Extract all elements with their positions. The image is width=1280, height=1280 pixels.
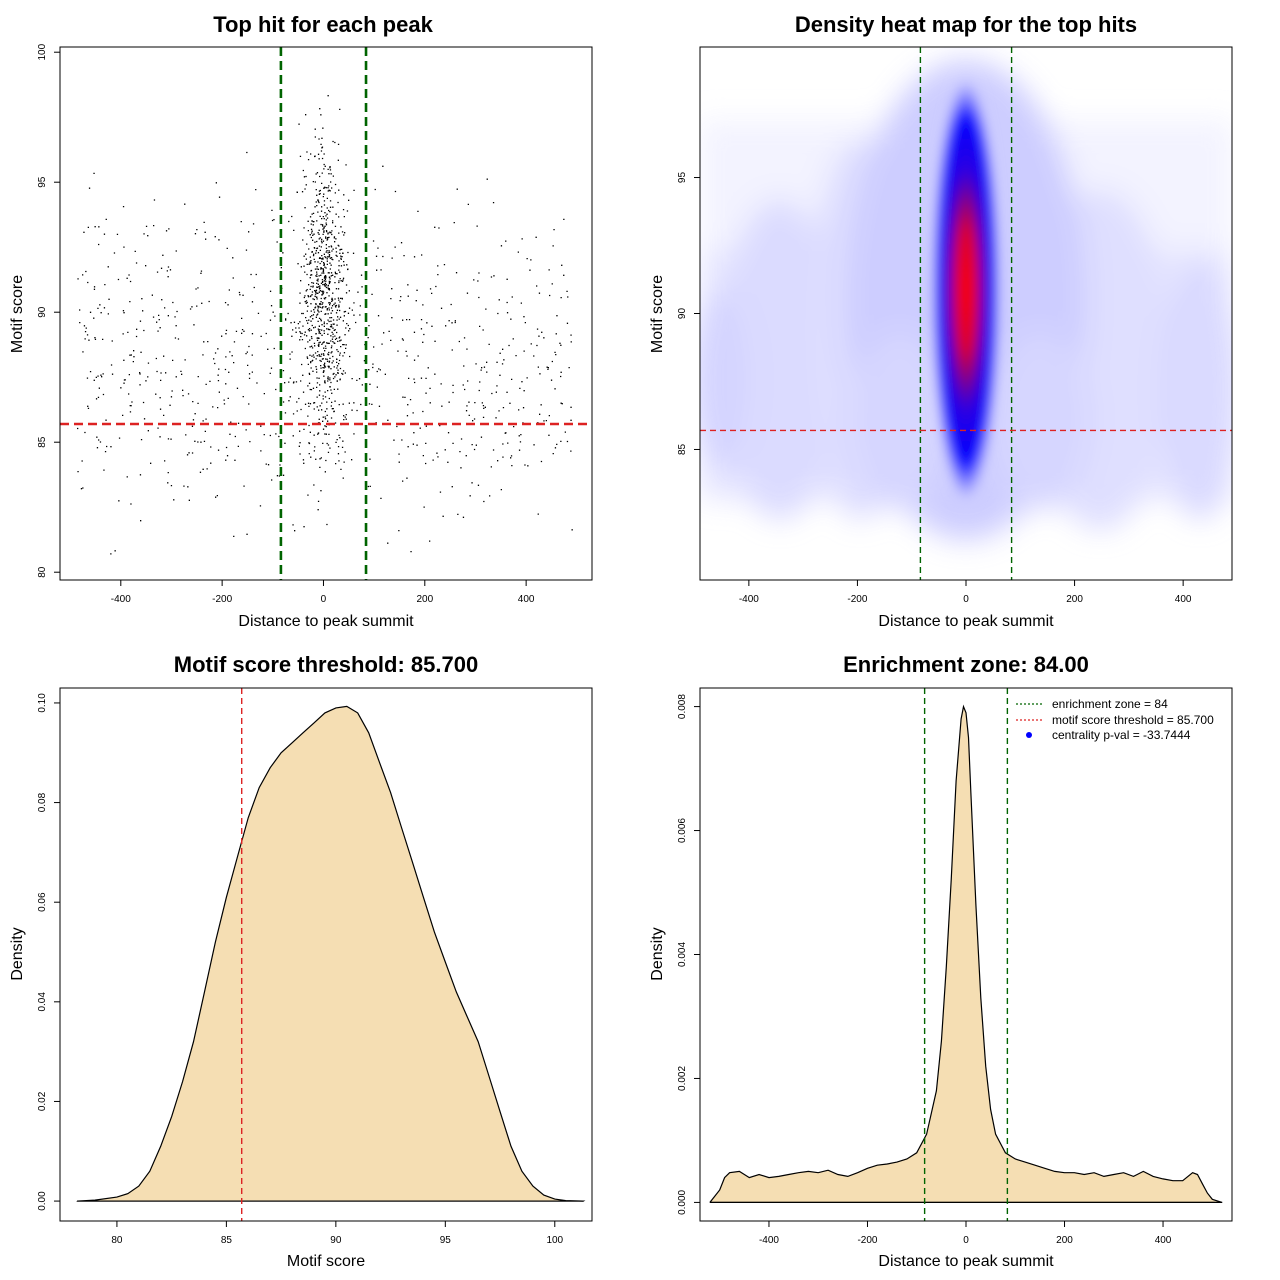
score-density-x-axis: 80 85 90 95 100 — [111, 1221, 564, 1246]
y-tick-label: 85 — [677, 443, 688, 455]
y-tick-label: 100 — [37, 43, 48, 60]
x-tick-label: 200 — [1056, 1235, 1073, 1246]
scatter-plot-box — [59, 46, 593, 581]
x-tick-label: 95 — [440, 1235, 452, 1246]
scatter-point — [77, 95, 573, 555]
scatter-title: Top hit for each peak — [213, 12, 433, 37]
enrichment-zone-lines — [923, 688, 1009, 1221]
distance-density-panel: Enrichment zone: 84.00 -400 -200 0 200 400 0… — [649, 652, 1233, 1270]
y-tick-label: 0.10 — [37, 693, 48, 713]
legend-label-pval: centrality p-val = -33.7444 — [1052, 728, 1191, 742]
x-tick-label: -400 — [739, 594, 759, 605]
legend-label-enrichment: enrichment zone = 84 — [1052, 697, 1168, 711]
score-density-plot-box — [59, 687, 593, 1222]
heatmap-ylabel: Motif score — [649, 275, 666, 353]
score-density-title: Motif score threshold: 85.700 — [174, 652, 478, 677]
scatter-ylabel: Motif score — [9, 275, 26, 353]
y-tick-label: 85 — [37, 436, 48, 448]
x-tick-label: 80 — [111, 1235, 123, 1246]
x-tick-label: -400 — [759, 1235, 779, 1246]
distance-density-area — [709, 704, 1223, 1204]
x-tick-label: 100 — [546, 1235, 563, 1246]
x-tick-label: 200 — [1066, 594, 1083, 605]
x-tick-label: 200 — [416, 594, 433, 605]
distance-density-y-axis: 0.000 0.002 0.004 0.006 0.008 — [677, 694, 700, 1215]
heatmap-panel: Density heat map for the top hits -400 -2… — [649, 12, 1233, 630]
x-tick-label: 0 — [963, 1235, 969, 1246]
distance-density-xlabel: Distance to peak summit — [878, 1253, 1054, 1270]
y-tick-label: 0.08 — [37, 792, 48, 812]
distance-density-x-axis: -400 -200 0 200 400 — [759, 1221, 1172, 1246]
y-tick-label: 0.008 — [677, 694, 688, 719]
x-tick-label: 400 — [518, 594, 535, 605]
heatmap-y-axis: 85 90 95 — [677, 172, 700, 455]
score-density-y-axis: 0.00 0.02 0.04 0.06 0.08 0.10 — [37, 693, 60, 1211]
heatmap-reference-lines — [700, 47, 1232, 580]
y-tick-label: 95 — [677, 172, 688, 184]
scatter-reference-lines — [60, 47, 592, 580]
x-tick-label: -200 — [212, 594, 232, 605]
x-tick-label: -200 — [847, 594, 867, 605]
scatter-xlabel: Distance to peak summit — [238, 613, 414, 630]
x-tick-label: 400 — [1155, 1235, 1172, 1246]
legend-swatch-pval — [1026, 732, 1032, 738]
score-density-ylabel: Density — [9, 927, 26, 980]
scatter-x-axis: -400 -200 0 200 400 — [111, 580, 535, 605]
heatmap-x-axis: -400 -200 0 200 400 — [739, 580, 1192, 605]
scatter-y-axis: 80 85 90 95 100 — [37, 43, 60, 578]
heatmap-density — [700, 47, 1232, 580]
legend-label-threshold: motif score threshold = 85.700 — [1052, 713, 1214, 727]
y-tick-label: 0.04 — [37, 992, 48, 1012]
heatmap-title: Density heat map for the top hits — [795, 12, 1137, 37]
x-tick-label: 0 — [321, 594, 327, 605]
y-tick-label: 0.002 — [677, 1066, 688, 1091]
legend: enrichment zone = 84 motif score thresho… — [1016, 697, 1214, 742]
y-tick-label: 0.000 — [677, 1189, 688, 1214]
distance-density-title: Enrichment zone: 84.00 — [843, 652, 1089, 677]
heatmap-xlabel: Distance to peak summit — [878, 613, 1054, 630]
y-tick-label: 0.02 — [37, 1091, 48, 1111]
y-tick-label: 0.006 — [677, 818, 688, 843]
score-density-area — [76, 705, 586, 1202]
x-tick-label: 0 — [963, 594, 969, 605]
y-tick-label: 80 — [37, 566, 48, 578]
x-tick-label: 400 — [1175, 594, 1192, 605]
y-tick-label: 95 — [37, 176, 48, 188]
y-tick-label: 90 — [677, 308, 688, 320]
y-tick-label: 0.06 — [37, 892, 48, 912]
y-tick-label: 90 — [37, 306, 48, 318]
x-tick-label: 85 — [221, 1235, 233, 1246]
y-tick-label: 0.004 — [677, 942, 688, 967]
distance-density-ylabel: Density — [649, 927, 666, 980]
y-tick-label: 0.00 — [37, 1191, 48, 1211]
scatter-panel: Top hit for each peak -400 -200 0 200 400 80… — [9, 12, 593, 630]
x-tick-label: 90 — [330, 1235, 342, 1246]
x-tick-label: -200 — [857, 1235, 877, 1246]
score-density-xlabel: Motif score — [287, 1253, 365, 1270]
x-tick-label: -400 — [111, 594, 131, 605]
scatter-points — [77, 95, 573, 555]
score-density-panel: Motif score threshold: 85.700 80 85 90 95 10… — [9, 652, 593, 1270]
